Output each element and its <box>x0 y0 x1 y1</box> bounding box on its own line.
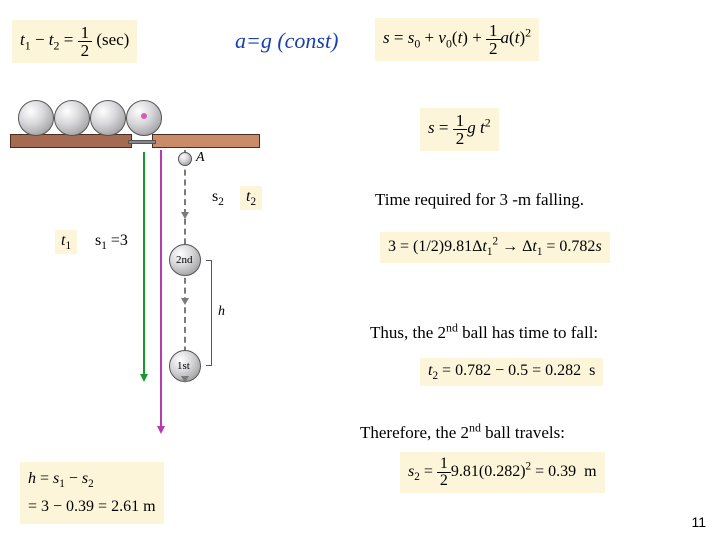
label-t1: t1 <box>55 230 77 254</box>
eq-t1-minus-t2-text: t1 − t2 = 12 (sec) <box>20 30 129 49</box>
gap-plate <box>128 140 156 144</box>
green-arrow-head <box>140 374 148 382</box>
label-A: A <box>196 150 205 166</box>
magenta-arrow-head <box>157 426 165 434</box>
ball-2 <box>54 100 90 136</box>
text-therefore: Therefore, the 2nd ball travels: <box>360 420 565 443</box>
dash-arrow-2 <box>181 298 189 305</box>
magenta-arrow-shaft <box>160 150 162 428</box>
eq-h-line2: = 3 − 0.39 = 2.61 m <box>28 494 156 520</box>
label-1st: 1st <box>177 360 190 372</box>
eq-s2-value: s2 = 129.81(0.282)2 = 0.39 m <box>400 452 605 493</box>
ball-3 <box>90 100 126 136</box>
text-thus: Thus, the 2nd ball has time to fall: <box>370 320 598 343</box>
h-bracket <box>206 260 212 366</box>
dash-arrow-1 <box>181 212 189 219</box>
platform-right <box>152 134 260 148</box>
label-t2: t2 <box>240 186 262 210</box>
eq-kinematic-text: s = s0 + v0(t) + 12a(t)2 <box>383 28 531 47</box>
label-h: h <box>218 304 225 320</box>
label-s2: s2 <box>212 188 224 208</box>
page-number: 11 <box>691 514 706 530</box>
ball-1 <box>18 100 54 136</box>
eq-t1-minus-t2: t1 − t2 = 12 (sec) <box>12 20 137 63</box>
eq-solve-t1: 3 = (1/2)9.81Δt12 → Δt1 = 0.782s <box>380 232 610 263</box>
eq-s-half-gt2: s = 12g t2 <box>420 108 499 151</box>
green-arrow-shaft <box>143 152 145 376</box>
label-2nd: 2nd <box>176 254 193 266</box>
eq-h: h = s1 − s2 = 3 − 0.39 = 2.61 m <box>20 462 164 524</box>
eq-h-line1: h = s1 − s2 <box>28 466 156 494</box>
text-time-required: Time required for 3 -m falling. <box>375 190 584 210</box>
ball-top-marker <box>178 152 192 166</box>
a-equals-g-const: a=g (const) <box>235 28 338 54</box>
label-s1-eq-3: s1 =3 <box>95 232 128 252</box>
eq-t2-value: t2 = 0.782 − 0.5 = 0.282 s <box>420 358 603 386</box>
ball-4-dot <box>141 113 147 119</box>
platform-left <box>10 134 132 148</box>
eq-kinematic: s = s0 + v0(t) + 12a(t)2 <box>375 18 539 61</box>
dash-arrow-3 <box>181 376 189 383</box>
